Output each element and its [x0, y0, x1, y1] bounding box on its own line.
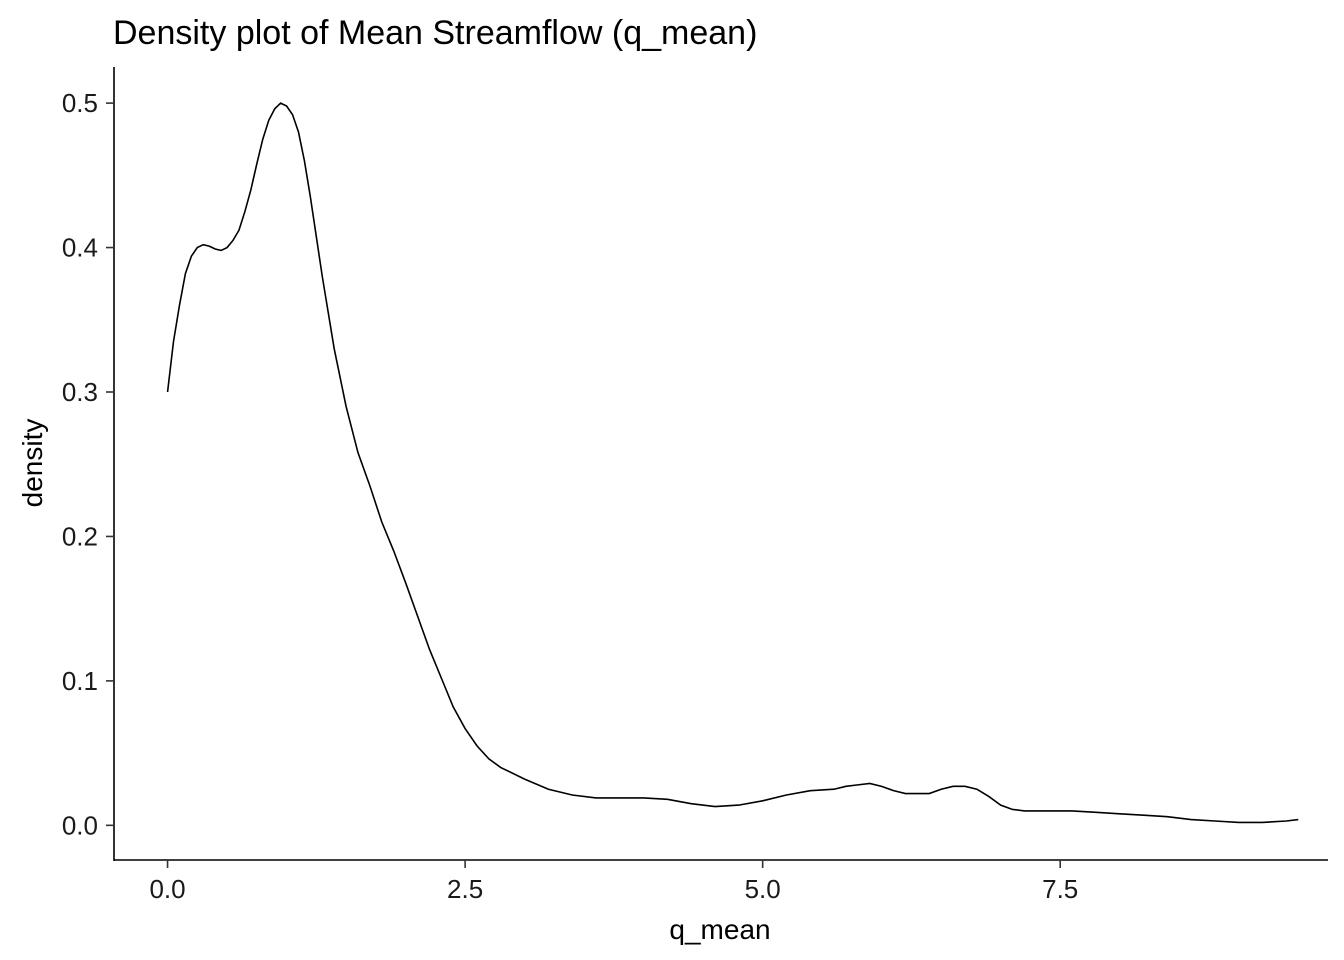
x-tick-label: 2.5 [447, 874, 483, 904]
y-tick-label: 0.4 [62, 233, 98, 263]
x-tick-label: 7.5 [1042, 874, 1078, 904]
y-tick-label: 0.1 [62, 666, 98, 696]
y-tick-label: 0.3 [62, 377, 98, 407]
x-tick-label: 0.0 [149, 874, 185, 904]
density-curve [166, 102, 1299, 824]
x-axis-ticks: 0.0 2.5 5.0 7.5 [149, 860, 1078, 904]
y-tick-label: 0.5 [62, 88, 98, 118]
y-axis-ticks: 0.0 0.1 0.2 0.3 0.4 0.5 [62, 88, 114, 840]
x-axis-label: q_mean [669, 914, 770, 945]
y-tick-label: 0.0 [62, 810, 98, 840]
x-tick-label: 5.0 [745, 874, 781, 904]
y-axis-label: density [17, 419, 48, 508]
y-tick-label: 0.2 [62, 521, 98, 551]
chart-title: Density plot of Mean Streamflow (q_mean) [113, 14, 757, 52]
plot-area [166, 102, 1299, 824]
